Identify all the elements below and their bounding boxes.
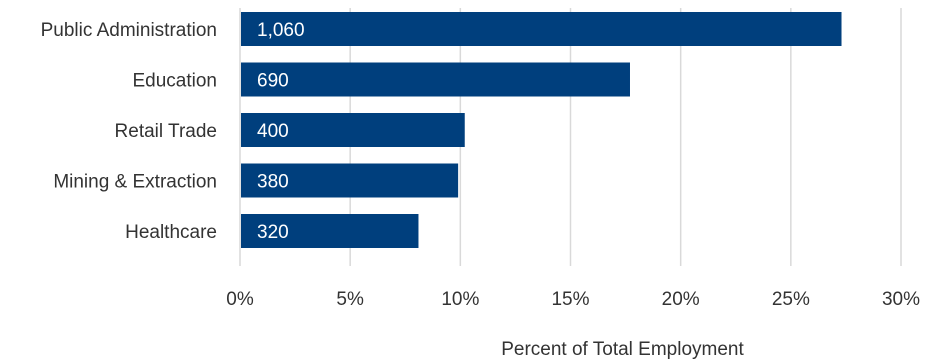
x-axis-title: Percent of Total Employment — [501, 339, 744, 360]
x-tick-label: 5% — [336, 289, 364, 310]
category-label: Retail Trade — [115, 121, 217, 142]
category-label: Mining & Extraction — [53, 172, 217, 193]
x-tick-label: 25% — [772, 289, 810, 310]
category-label: Public Administration — [41, 20, 217, 41]
data-label: 320 — [257, 222, 289, 243]
bars — [241, 12, 842, 248]
bar — [241, 113, 465, 147]
bar — [241, 163, 459, 198]
data-label: 690 — [257, 71, 289, 92]
x-tick-label: 15% — [551, 289, 589, 310]
x-tick-label: 0% — [226, 289, 254, 310]
category-label: Healthcare — [125, 222, 217, 243]
data-label: 400 — [257, 121, 289, 142]
data-labels: 1,060 690 400 380 320 — [257, 20, 305, 243]
bar — [241, 12, 842, 46]
category-label: Education — [132, 71, 217, 92]
bar — [241, 214, 419, 248]
x-tick-label: 10% — [441, 289, 479, 310]
x-tick-label: 30% — [882, 289, 920, 310]
data-label: 1,060 — [257, 20, 305, 41]
bar — [241, 62, 630, 97]
data-label: 380 — [257, 172, 289, 193]
x-tick-label: 20% — [662, 289, 700, 310]
category-labels: Public Administration Education Retail Tra… — [41, 20, 217, 243]
x-tick-labels: 0% 5% 10% 15% 20% 25% 30% — [226, 289, 920, 310]
